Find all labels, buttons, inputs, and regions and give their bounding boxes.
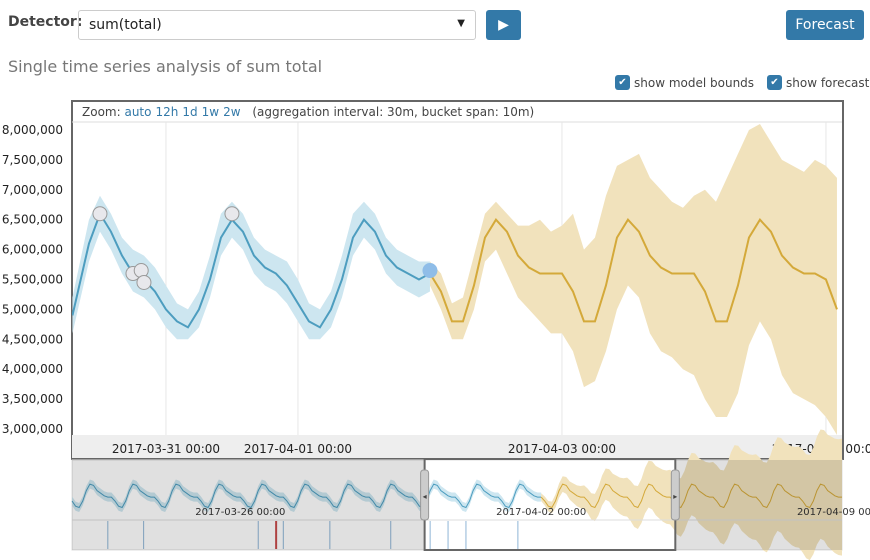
zoom-1w[interactable]: 1w — [201, 105, 220, 119]
caret-left-icon: ◂ — [423, 492, 427, 501]
y-tick-label: 5,000,000 — [2, 302, 63, 316]
forecast-button[interactable]: Forecast — [786, 10, 864, 40]
y-tick-label: 3,500,000 — [2, 392, 63, 406]
show-model-bounds-label: show model bounds — [634, 75, 755, 90]
zoom-bar: Zoom: auto 12h 1d 1w 2w (aggregation interva… — [82, 105, 534, 119]
x-tick-label: 2017-04-01 00:00 — [244, 442, 352, 456]
anomaly-marker — [92, 206, 108, 222]
zoom-1d[interactable]: 1d — [182, 105, 198, 119]
y-tick-label: 4,000,000 — [2, 362, 63, 376]
aggregation-info: (aggregation interval: 30m, bucket span:… — [252, 105, 535, 119]
brush-handle-right[interactable] — [670, 469, 680, 521]
context-forecast-bounds — [541, 429, 842, 560]
context-mask-right — [675, 460, 842, 550]
brush-handle-left[interactable] — [420, 469, 430, 521]
detector-label: Detector: — [8, 14, 83, 30]
anomaly-marker — [422, 263, 438, 279]
plot-area — [72, 122, 838, 435]
y-tick-label: 8,000,000 — [2, 123, 63, 137]
anomaly-marker — [224, 206, 240, 222]
forecast-line — [429, 218, 838, 323]
y-tick-label: 5,500,000 — [2, 273, 63, 287]
x-tick-label: 2017-03-31 00:00 — [112, 442, 220, 456]
show-model-bounds-checkbox[interactable]: ✔ show model bounds — [615, 75, 754, 90]
show-forecast-checkbox[interactable]: ✔ show forecast — [767, 75, 869, 90]
zoom-auto[interactable]: auto — [124, 105, 152, 119]
y-tick-label: 3,000,000 — [2, 422, 63, 436]
forecast-bounds — [429, 124, 837, 435]
caret-right-icon: ▸ — [673, 492, 677, 501]
page-title: Single time series analysis of sum total — [8, 57, 323, 76]
x-axis-band — [72, 435, 842, 458]
play-button[interactable]: ▶ — [486, 10, 521, 40]
y-tick-label: 4,500,000 — [2, 332, 63, 346]
y-tick-label: 6,000,000 — [2, 243, 63, 257]
zoom-2w[interactable]: 2w — [223, 105, 241, 119]
context-tick-label: 2017-04-02 00:00 — [496, 507, 586, 518]
y-tick-label: 7,000,000 — [2, 183, 63, 197]
context-mask-left — [72, 460, 425, 550]
context-actual-line — [71, 483, 542, 509]
detector-select[interactable]: sum(total) ▼ — [78, 10, 476, 40]
y-tick-label: 7,500,000 — [2, 153, 63, 167]
context-forecast-line — [540, 483, 842, 509]
show-forecast-label: show forecast — [786, 75, 870, 90]
checkmark-icon: ✔ — [615, 75, 630, 90]
context-tick-label: 2017-03-26 00:00 — [195, 507, 285, 518]
context-tick-label: 2017-04-09 00:00 — [797, 507, 870, 518]
detector-value: sum(total) — [89, 17, 162, 33]
play-icon: ▶ — [498, 17, 509, 33]
zoom-12h[interactable]: 12h — [155, 105, 179, 119]
zoom-label: Zoom: — [82, 105, 121, 119]
checkmark-icon: ✔ — [767, 75, 782, 90]
anomaly-marker — [136, 274, 152, 290]
x-tick-label: 2017-04-03 00:00 — [508, 442, 616, 456]
caret-down-icon: ▼ — [457, 18, 465, 29]
y-tick-label: 6,500,000 — [2, 213, 63, 227]
